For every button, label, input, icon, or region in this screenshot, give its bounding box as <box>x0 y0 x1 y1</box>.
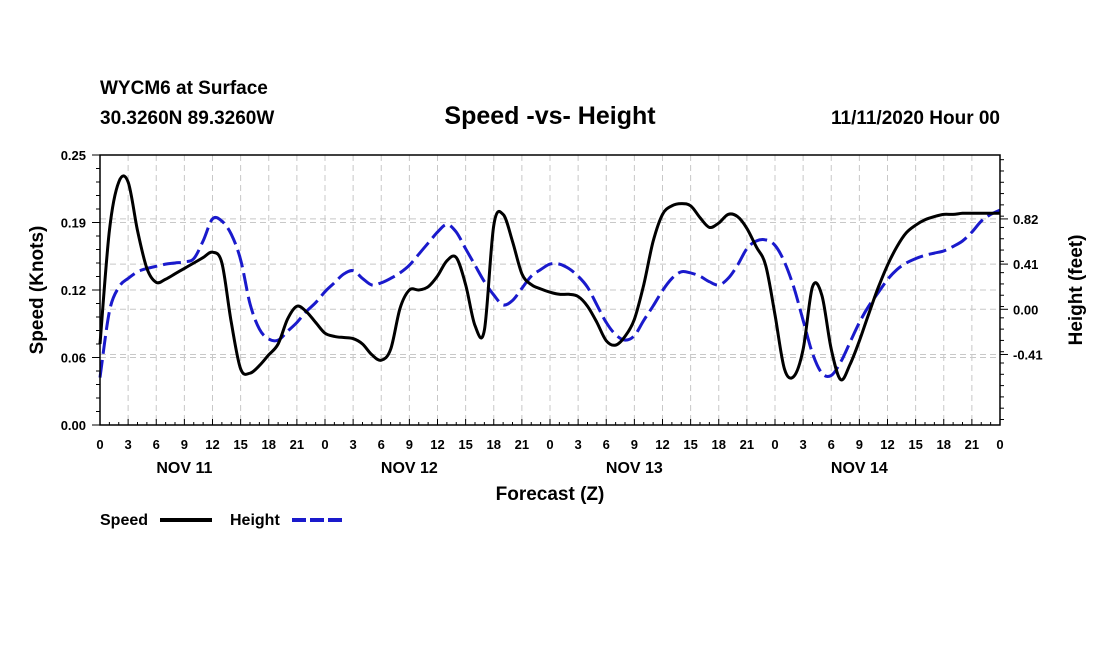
axis-ticks: 0 3 6 9 12 15 18 21 0 3 6 9 12 15 18 21 0 3 6 9 12 15 18 21 0 3 6 9… <box>61 148 1043 477</box>
x-tick-label: 15 <box>908 437 922 452</box>
chart-title: Speed -vs- Height <box>444 102 656 130</box>
y-axis-left-label: Speed (Knots) <box>27 226 48 355</box>
day-label: NOV 11 <box>156 460 212 477</box>
legend-height-label: Height <box>230 512 280 529</box>
x-tick-label: 15 <box>683 437 697 452</box>
x-tick-label: 0 <box>96 437 103 452</box>
day-label: NOV 12 <box>381 460 438 477</box>
x-tick-label: 0 <box>996 437 1003 452</box>
x-tick-label: 21 <box>965 437 979 452</box>
x-tick-label: 12 <box>205 437 219 452</box>
x-tick-label: 3 <box>125 437 132 452</box>
x-tick-label: 9 <box>406 437 413 452</box>
x-tick-label: 18 <box>937 437 951 452</box>
x-tick-label: 21 <box>515 437 529 452</box>
x-tick-label: 6 <box>828 437 835 452</box>
x-axis-label: Forecast (Z) <box>496 484 605 505</box>
series-lines <box>98 174 1001 382</box>
run-time-label: 11/11/2020 Hour 00 <box>831 108 1000 129</box>
plot-frame <box>99 154 1001 426</box>
x-tick-label: 15 <box>458 437 472 452</box>
x-tick-label: 3 <box>575 437 582 452</box>
day-label: NOV 14 <box>831 460 888 477</box>
y-left-tick-label: 0.12 <box>61 283 86 298</box>
coordinates-label: 30.3260N 89.3260W <box>100 108 274 129</box>
x-tick-label: 9 <box>181 437 188 452</box>
x-tick-label: 3 <box>800 437 807 452</box>
y-right-tick-label: 0.41 <box>1013 257 1038 272</box>
x-tick-label: 0 <box>546 437 553 452</box>
x-tick-label: 0 <box>771 437 778 452</box>
y-left-tick-label: 0.19 <box>61 216 86 231</box>
x-tick-label: 12 <box>880 437 894 452</box>
y-axis-right-label: Height (feet) <box>1066 235 1087 346</box>
x-tick-label: 18 <box>712 437 726 452</box>
day-label: NOV 13 <box>606 460 663 477</box>
station-label: WYCM6 at Surface <box>100 78 268 99</box>
x-tick-label: 6 <box>603 437 610 452</box>
y-right-tick-label: 0.00 <box>1013 302 1038 317</box>
y-right-tick-label: -0.41 <box>1013 347 1043 362</box>
x-tick-label: 12 <box>655 437 669 452</box>
x-tick-label: 21 <box>740 437 754 452</box>
x-tick-label: 9 <box>856 437 863 452</box>
x-tick-label: 18 <box>487 437 501 452</box>
y-right-tick-label: 0.82 <box>1013 212 1038 227</box>
x-tick-label: 12 <box>430 437 444 452</box>
y-left-tick-label: 0.06 <box>61 351 86 366</box>
x-tick-label: 15 <box>233 437 247 452</box>
y-left-tick-label: 0.00 <box>61 418 86 433</box>
x-tick-label: 3 <box>350 437 357 452</box>
x-tick-label: 0 <box>321 437 328 452</box>
x-tick-label: 6 <box>153 437 160 452</box>
speed-series-line <box>98 174 1000 382</box>
y-left-tick-label: 0.25 <box>61 148 86 163</box>
legend-speed-label: Speed <box>100 512 148 529</box>
height-series-line <box>98 208 1001 378</box>
x-tick-label: 6 <box>378 437 385 452</box>
grid-lines <box>100 155 1000 425</box>
x-tick-label: 18 <box>262 437 276 452</box>
x-tick-label: 21 <box>290 437 304 452</box>
x-tick-label: 9 <box>631 437 638 452</box>
